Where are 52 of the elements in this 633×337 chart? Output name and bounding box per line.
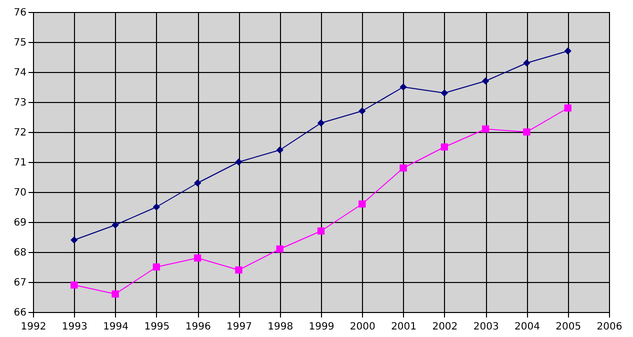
x-tick-label: 1996 — [185, 322, 211, 332]
y-tick-label: 67 — [14, 278, 26, 288]
x-tick-label: 1993 — [62, 322, 88, 332]
x-tick-label: 2006 — [596, 322, 622, 332]
x-tick-label: 2000 — [350, 322, 376, 332]
point — [440, 89, 448, 97]
y-tick-label: 71 — [14, 158, 26, 168]
y-tick-label: 76 — [14, 8, 26, 18]
x-tick-label: 1998 — [268, 322, 294, 332]
x-tick-label: 2004 — [514, 322, 540, 332]
point — [235, 266, 242, 274]
point — [194, 254, 202, 262]
point — [194, 179, 202, 187]
x-tick-label: 1999 — [308, 322, 334, 332]
x-tick-label: 2002 — [432, 322, 458, 332]
y-tick-label: 70 — [14, 188, 26, 198]
y-tick-label: 75 — [14, 38, 26, 48]
point — [440, 143, 448, 151]
point — [400, 164, 407, 172]
point — [317, 227, 325, 235]
x-tick-label: 1997 — [226, 322, 252, 332]
point — [482, 77, 490, 85]
point — [276, 146, 284, 154]
point — [152, 203, 160, 211]
x-tick-label: 1994 — [103, 322, 129, 332]
point — [112, 290, 119, 298]
point — [358, 200, 366, 208]
x-tick-label: 2003 — [473, 322, 499, 332]
x-tick-label: 1995 — [144, 322, 170, 332]
x-tick-label: 1992 — [20, 322, 46, 332]
point — [358, 107, 366, 115]
y-tick-label: 68 — [14, 248, 26, 258]
y-tick-label: 72 — [14, 128, 26, 138]
point — [523, 59, 530, 67]
y-tick-label: 74 — [14, 68, 26, 78]
point — [400, 83, 407, 91]
point — [112, 221, 119, 229]
y-tick-label: 73 — [14, 98, 26, 108]
y-tick-label: 66 — [14, 308, 26, 318]
point — [70, 281, 78, 289]
point — [482, 125, 490, 133]
point — [564, 104, 572, 112]
point — [152, 263, 160, 271]
point — [235, 158, 242, 166]
x-tick-label: 2005 — [556, 322, 582, 332]
point — [276, 245, 284, 253]
point — [523, 128, 530, 136]
point — [564, 47, 572, 55]
x-tick-label: 2001 — [391, 322, 417, 332]
y-tick-label: 69 — [14, 218, 26, 228]
point — [317, 119, 325, 127]
point — [70, 236, 78, 244]
